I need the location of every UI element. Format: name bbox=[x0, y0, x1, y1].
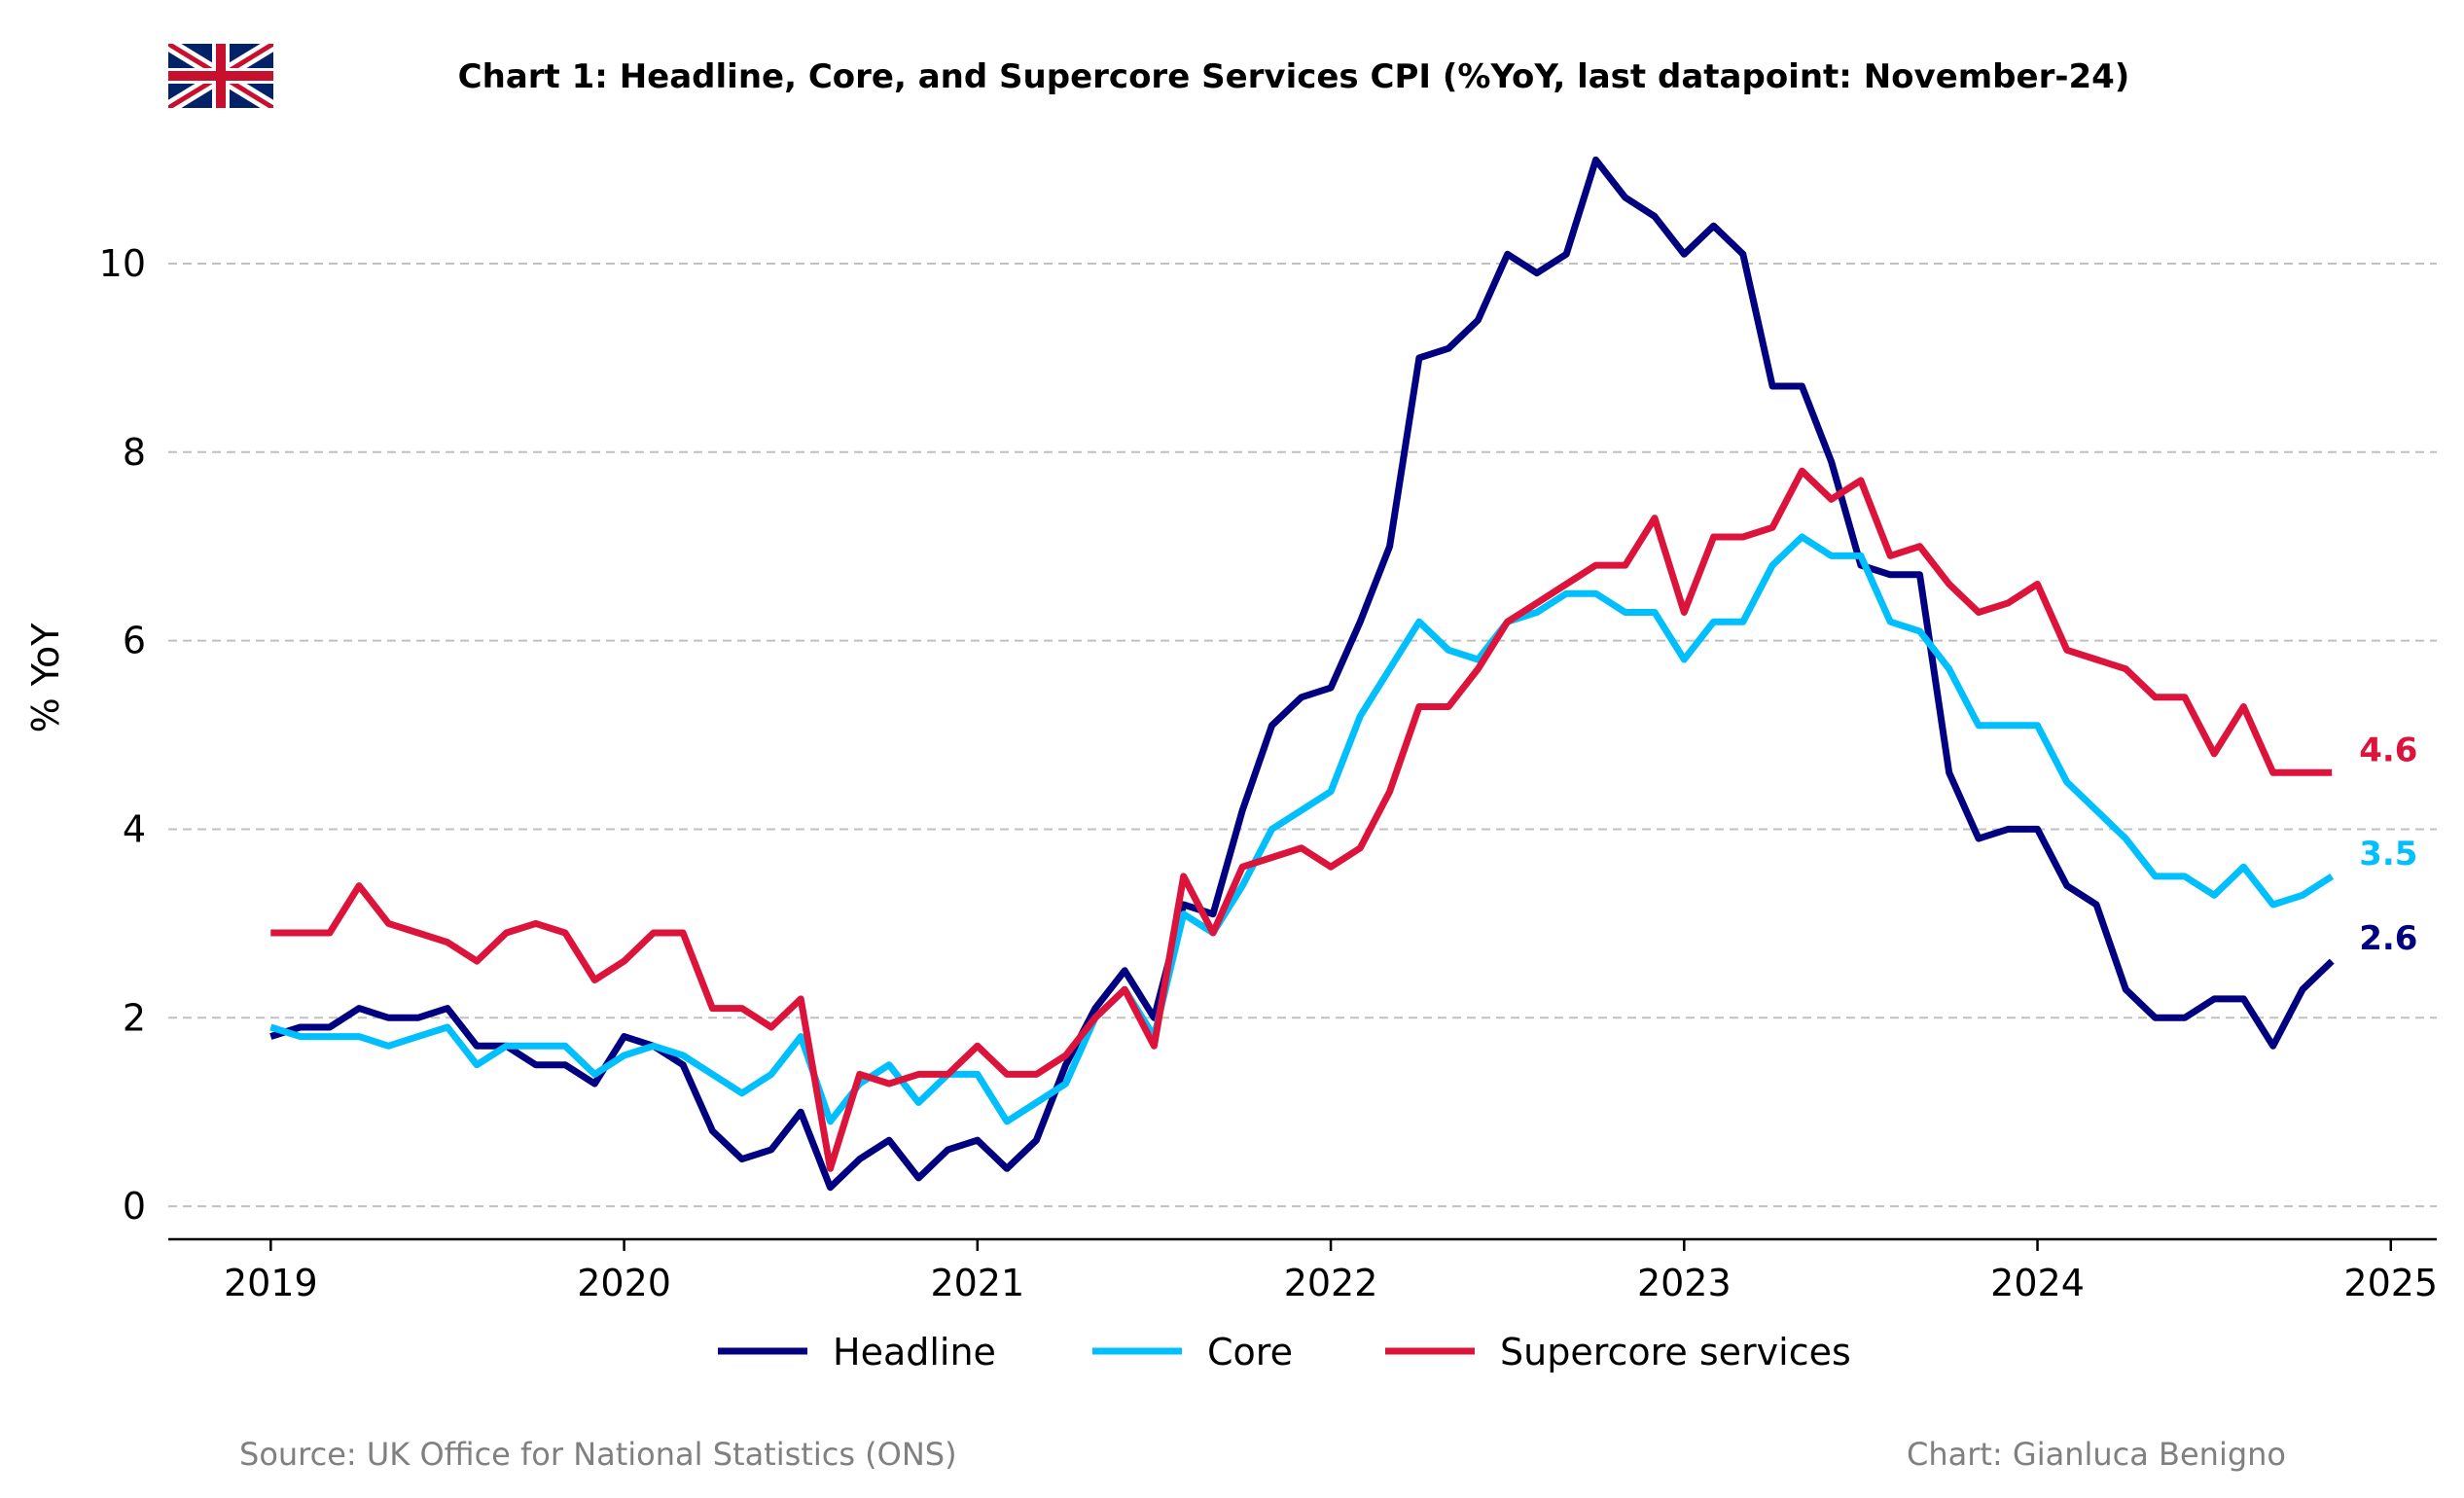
legend-label-core: Core bbox=[1207, 1331, 1293, 1373]
chart-title: Chart 1: Headline, Core, and Supercore S… bbox=[458, 57, 2130, 96]
x-tick-label: 2022 bbox=[1284, 1262, 1378, 1304]
series-line-headline bbox=[269, 156, 2335, 1192]
x-axis: 2019 2020 2021 2022 2023 2024 2025 bbox=[224, 1239, 2438, 1304]
legend-label-supercore-services: Supercore services bbox=[1500, 1331, 1851, 1373]
y-tick-label: 8 bbox=[123, 431, 146, 474]
y-axis-label: % YoY bbox=[24, 623, 67, 733]
end-label-supercore-services: 4.6 bbox=[2359, 731, 2417, 769]
y-tick-label: 10 bbox=[99, 242, 146, 285]
y-tick-label: 2 bbox=[123, 996, 146, 1039]
y-tick-label: 6 bbox=[123, 620, 146, 662]
series-line-supercore-services bbox=[270, 467, 2333, 1172]
source-note: Source: UK Office for National Statistic… bbox=[239, 1436, 957, 1473]
x-tick-label: 2019 bbox=[224, 1262, 318, 1304]
x-tick-label: 2023 bbox=[1637, 1262, 1732, 1304]
uk-flag-icon bbox=[168, 44, 273, 108]
x-tick-label: 2021 bbox=[930, 1262, 1024, 1304]
end-label-core: 3.5 bbox=[2359, 835, 2417, 874]
series-group bbox=[269, 156, 2335, 1192]
grid-lines bbox=[168, 262, 2437, 1208]
x-tick-label: 2020 bbox=[577, 1262, 671, 1304]
chart-credit: Chart: Gianluca Benigno bbox=[1907, 1436, 2286, 1473]
y-tick-label: 0 bbox=[123, 1185, 146, 1228]
x-tick-label: 2024 bbox=[1990, 1262, 2085, 1304]
end-labels: 2.6 3.5 4.6 bbox=[2359, 731, 2417, 958]
legend: Headline Core Supercore services bbox=[718, 1331, 1851, 1373]
end-label-headline: 2.6 bbox=[2359, 919, 2417, 958]
y-axis: 0 2 4 6 8 10 bbox=[99, 242, 146, 1228]
legend-label-headline: Headline bbox=[833, 1331, 996, 1373]
y-tick-label: 4 bbox=[123, 807, 146, 850]
x-tick-label: 2025 bbox=[2343, 1262, 2438, 1304]
series-line-core bbox=[269, 533, 2335, 1125]
